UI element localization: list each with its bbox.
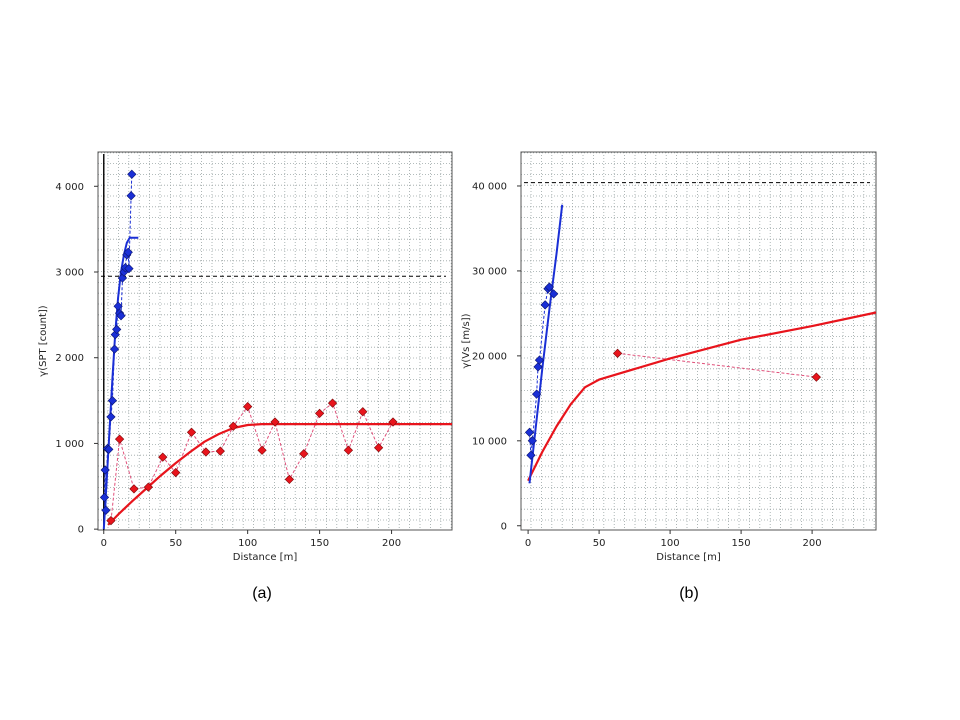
x-tick-label: 200 xyxy=(382,538,401,549)
red-data-point xyxy=(243,401,253,412)
x-tick-label: 0 xyxy=(101,538,107,549)
red-data-point xyxy=(106,515,116,526)
y-tick-label: 4 000 xyxy=(55,182,84,193)
red-data-point xyxy=(215,446,225,456)
x-tick-label: 100 xyxy=(661,538,680,549)
panel-a: 0 50 100 150 200 0 1 000 2 000 3 000 4 000 Distanc… xyxy=(38,151,453,602)
blue-data-point xyxy=(524,427,535,437)
blue-data-point xyxy=(116,311,126,321)
red-data-point xyxy=(186,427,197,437)
blue-data-point xyxy=(99,492,110,503)
x-tick-label: 100 xyxy=(238,538,257,549)
x-axis-label: Distance [m] xyxy=(656,552,721,563)
blue-data-point xyxy=(126,191,136,201)
panel-b: 0 50 100 150 200 0 10 000 20 000 30 000 40 000 Dis… xyxy=(461,151,877,602)
blue-data-point xyxy=(527,436,537,446)
red-data-point xyxy=(171,467,181,478)
x-tick-label: 150 xyxy=(310,538,329,549)
x-tick-label: 150 xyxy=(732,538,751,549)
red-data-point xyxy=(343,445,354,455)
x-tick-label: 0 xyxy=(525,538,531,549)
x-axis-label: Distance [m] xyxy=(233,552,298,563)
blue-data-point xyxy=(544,282,555,292)
blue-data-point xyxy=(100,465,110,475)
red-data-point xyxy=(129,484,139,494)
plot-frame xyxy=(520,151,877,531)
red-data-point xyxy=(299,449,309,459)
x-tick-label: 50 xyxy=(593,538,606,549)
y-tick-label: 1 000 xyxy=(55,439,84,450)
blue-data-point xyxy=(106,412,116,422)
red-data-point xyxy=(388,417,398,427)
y-tick-label: 3 000 xyxy=(55,268,84,279)
red-data-point xyxy=(114,434,125,444)
blue-data-point xyxy=(531,389,542,399)
y-tick-label: 20 000 xyxy=(472,351,507,362)
plot-area xyxy=(98,152,452,530)
red-data-point xyxy=(158,452,168,462)
y-tick-label: 10 000 xyxy=(472,436,507,447)
red-data-point xyxy=(811,372,821,382)
red-model-curve xyxy=(107,423,452,526)
blue-data-point xyxy=(534,355,545,365)
y-tick-label: 0 xyxy=(501,521,507,532)
blue-data-point xyxy=(123,247,133,257)
red-points-connector xyxy=(617,352,817,378)
y-tick-label: 2 000 xyxy=(55,353,84,364)
y-tick-label: 40 000 xyxy=(472,181,507,192)
y-axis-label: γ(Vs [m/s]) xyxy=(461,313,472,368)
blue-data-point xyxy=(526,450,536,460)
red-data-point xyxy=(270,417,280,427)
grid xyxy=(521,152,876,530)
x-tick-label: 200 xyxy=(803,538,822,549)
red-data-point xyxy=(612,348,623,358)
panel-caption: (a) xyxy=(252,585,272,602)
blue-data-point xyxy=(109,344,120,354)
plot-frame xyxy=(97,151,453,531)
red-data-point xyxy=(284,474,295,485)
blue-data-point xyxy=(124,263,134,274)
blue-data-point xyxy=(104,444,114,455)
red-data-point xyxy=(257,445,267,455)
blue-data-point xyxy=(112,324,122,335)
red-data-point xyxy=(358,407,368,417)
blue-data-point xyxy=(127,169,137,179)
red-data-point xyxy=(228,421,238,431)
y-tick-label: 30 000 xyxy=(472,266,507,277)
red-data-point xyxy=(314,408,325,419)
red-model-curve xyxy=(527,311,877,482)
red-data-point xyxy=(201,447,211,457)
x-tick-label: 50 xyxy=(169,538,182,549)
red-data-point xyxy=(143,482,153,492)
red-data-point xyxy=(327,398,338,408)
plot-area xyxy=(521,152,876,530)
red-data-point xyxy=(373,443,384,453)
panel-caption: (b) xyxy=(679,585,699,602)
y-tick-label: 0 xyxy=(78,525,84,536)
blue-data-point xyxy=(549,289,559,299)
blue-data-point xyxy=(533,362,543,372)
blue-data-point xyxy=(101,505,111,515)
grid xyxy=(98,152,452,530)
y-axis-label: γ(SPT [count]) xyxy=(38,305,49,377)
blue-data-point xyxy=(540,300,550,310)
blue-data-point xyxy=(107,395,118,406)
